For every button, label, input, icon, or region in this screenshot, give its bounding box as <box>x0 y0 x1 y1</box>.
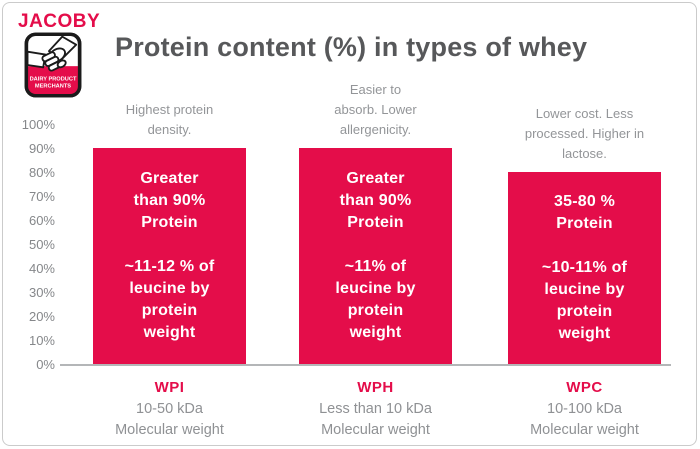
y-axis-ticks: 0% 10% 20% 30% 40% 50% 60% 70% 80% 90% 100% <box>3 118 55 372</box>
y-tick-label: 50% <box>28 237 55 252</box>
bar-wpi: Greater than 90% Protein ~11-12 % of leu… <box>93 148 246 364</box>
bar-note-wph: Easier to absorb. Lower allergenicity. <box>334 82 417 137</box>
y-tick-label: 20% <box>28 309 55 324</box>
category-label: WPI <box>154 379 185 396</box>
handshake-icon <box>26 35 78 72</box>
x-axis-line <box>60 364 671 366</box>
page-title: Protein content (%) in types of whey <box>115 32 588 62</box>
x-labels: WPI 10-50 kDa Molecular weight WPH Less tha… <box>60 379 672 439</box>
y-tick-label: 80% <box>28 165 55 180</box>
jacoby-badge: DAIRY PRODUCT MERCHANTS <box>24 32 82 98</box>
plot-area: Greater than 90% Protein ~11-12 % of leu… <box>60 82 672 365</box>
bar-note-wpi: Highest protein density. <box>125 102 214 137</box>
badge-text-line1: DAIRY PRODUCT <box>30 77 77 83</box>
y-tick-label: 70% <box>28 189 55 204</box>
molecular-weight-label: 10-50 kDa Molecular weight <box>115 401 224 438</box>
bar-text-wph: Greater than 90% Protein ~11% of leucine… <box>335 170 416 341</box>
bar-note-wpc: Lower cost. Less processed. Higher in la… <box>524 106 645 161</box>
y-tick-label: 90% <box>28 141 55 156</box>
x-label-wpc: WPC 10-100 kDa Molecular weight <box>479 379 691 441</box>
bar-wph: Greater than 90% Protein ~11% of leucine… <box>299 148 452 364</box>
brand-logo-text: JACOBY <box>18 11 101 32</box>
bar-text-wpi: Greater than 90% Protein ~11-12 % of leu… <box>124 170 215 341</box>
x-label-wph: WPH Less than 10 kDa Molecular weight <box>270 379 482 441</box>
y-tick-label: 10% <box>28 333 55 348</box>
y-tick-label: 30% <box>28 285 55 300</box>
y-tick-label: 40% <box>28 261 55 276</box>
y-tick-label: 100% <box>21 117 55 132</box>
category-label: WPC <box>566 379 603 396</box>
molecular-weight-label: Less than 10 kDa Molecular weight <box>319 401 432 438</box>
molecular-weight-label: 10-100 kDa Molecular weight <box>530 401 639 438</box>
x-label-wpi: WPI 10-50 kDa Molecular weight <box>64 379 276 441</box>
bar-wpc: 35-80 % Protein ~10-11% of leucine by pr… <box>508 172 661 364</box>
y-tick-label: 0% <box>36 357 55 372</box>
badge-text-line2: MERCHANTS <box>35 84 71 90</box>
category-label: WPH <box>357 379 394 396</box>
bar-text-wpc: 35-80 % Protein ~10-11% of leucine by pr… <box>541 193 628 342</box>
y-tick-label: 60% <box>28 213 55 228</box>
